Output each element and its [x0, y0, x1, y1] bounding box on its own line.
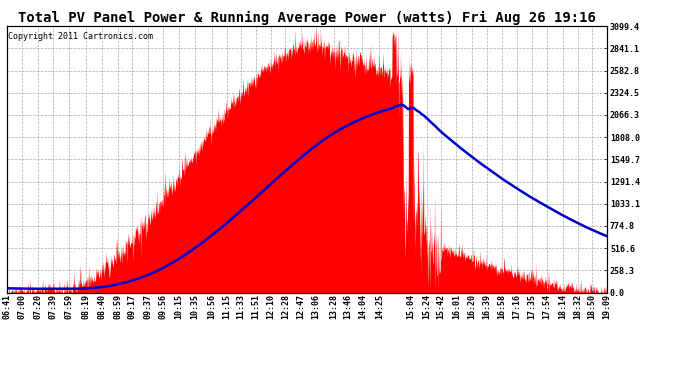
Title: Total PV Panel Power & Running Average Power (watts) Fri Aug 26 19:16: Total PV Panel Power & Running Average P… [18, 11, 596, 25]
Text: Copyright 2011 Cartronics.com: Copyright 2011 Cartronics.com [8, 32, 153, 40]
